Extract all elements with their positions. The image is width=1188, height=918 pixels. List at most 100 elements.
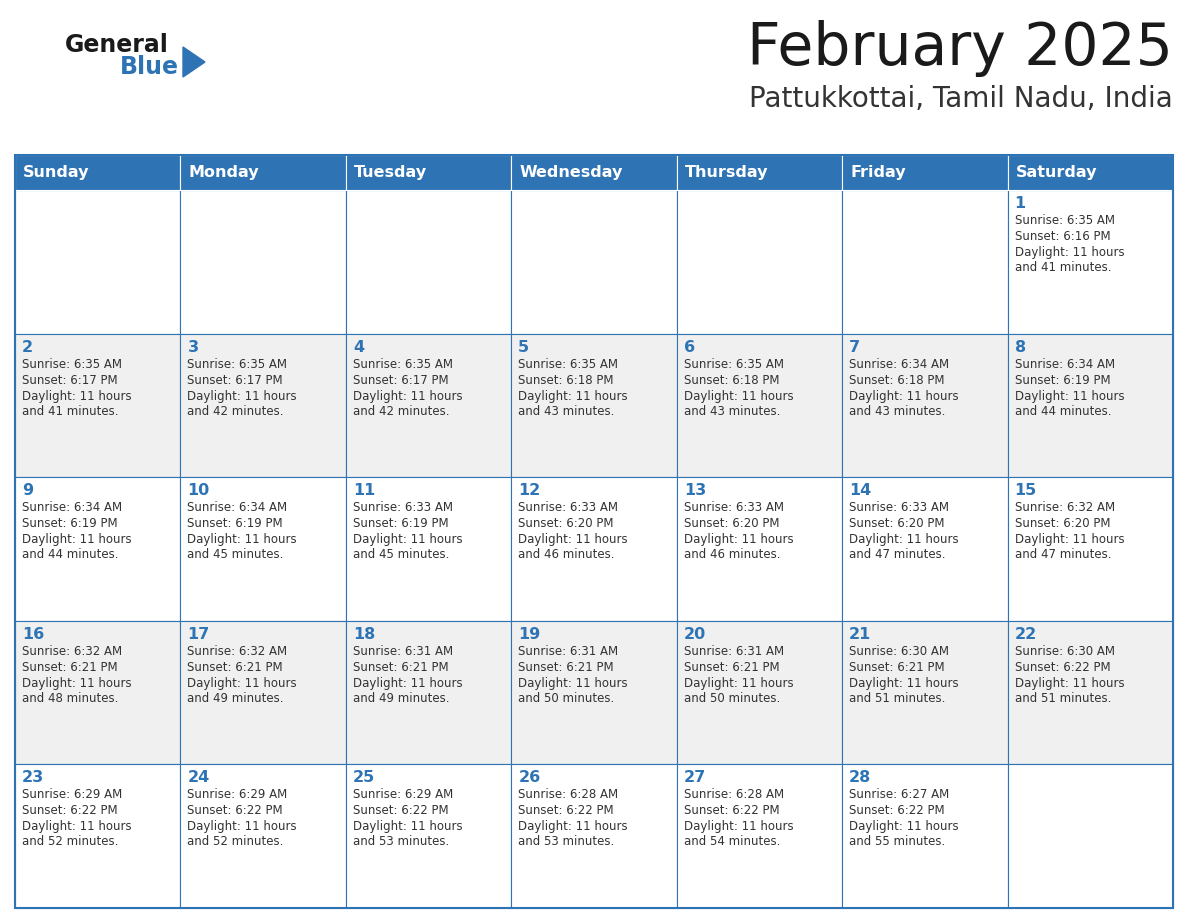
Text: Sunrise: 6:35 AM: Sunrise: 6:35 AM	[188, 358, 287, 371]
Bar	[677, 765, 842, 908]
Text: Sunrise: 6:28 AM: Sunrise: 6:28 AM	[518, 789, 619, 801]
Text: 17: 17	[188, 627, 209, 642]
Text: Sunset: 6:21 PM: Sunset: 6:21 PM	[849, 661, 944, 674]
Text: and 49 minutes.: and 49 minutes.	[188, 692, 284, 705]
Text: Daylight: 11 hours: Daylight: 11 hours	[684, 821, 794, 834]
Text: 16: 16	[23, 627, 44, 642]
Text: and 51 minutes.: and 51 minutes.	[849, 692, 946, 705]
Text: Sunset: 6:22 PM: Sunset: 6:22 PM	[353, 804, 449, 817]
Text: Sunrise: 6:29 AM: Sunrise: 6:29 AM	[23, 789, 122, 801]
Text: Sunset: 6:22 PM: Sunset: 6:22 PM	[849, 804, 944, 817]
Text: Sunrise: 6:34 AM: Sunrise: 6:34 AM	[23, 501, 122, 514]
Text: Sunrise: 6:32 AM: Sunrise: 6:32 AM	[188, 644, 287, 658]
Text: Sunrise: 6:33 AM: Sunrise: 6:33 AM	[849, 501, 949, 514]
Text: 4: 4	[353, 340, 364, 354]
Text: 25: 25	[353, 770, 375, 786]
Text: Sunset: 6:17 PM: Sunset: 6:17 PM	[188, 374, 283, 386]
Bar	[1007, 765, 1173, 908]
Text: and 50 minutes.: and 50 minutes.	[518, 692, 614, 705]
Text: Saturday: Saturday	[1016, 165, 1097, 180]
Bar	[346, 333, 511, 477]
Bar	[511, 155, 677, 190]
Text: Sunrise: 6:31 AM: Sunrise: 6:31 AM	[353, 644, 453, 658]
Text: Sunset: 6:21 PM: Sunset: 6:21 PM	[518, 661, 614, 674]
Text: 7: 7	[849, 340, 860, 354]
Text: 20: 20	[684, 627, 706, 642]
Text: Daylight: 11 hours: Daylight: 11 hours	[684, 389, 794, 403]
Text: 19: 19	[518, 627, 541, 642]
Text: Sunset: 6:17 PM: Sunset: 6:17 PM	[23, 374, 118, 386]
Bar	[346, 155, 511, 190]
Text: and 54 minutes.: and 54 minutes.	[684, 835, 781, 848]
Text: and 45 minutes.: and 45 minutes.	[188, 548, 284, 561]
Polygon shape	[183, 47, 206, 77]
Bar	[346, 190, 511, 333]
Text: 12: 12	[518, 483, 541, 498]
Bar	[15, 155, 1173, 908]
Text: Sunrise: 6:29 AM: Sunrise: 6:29 AM	[188, 789, 287, 801]
Text: and 55 minutes.: and 55 minutes.	[849, 835, 946, 848]
Text: Sunset: 6:18 PM: Sunset: 6:18 PM	[849, 374, 944, 386]
Text: General: General	[65, 33, 169, 57]
Text: Sunrise: 6:29 AM: Sunrise: 6:29 AM	[353, 789, 453, 801]
Bar	[15, 477, 181, 621]
Text: 28: 28	[849, 770, 871, 786]
Text: Daylight: 11 hours: Daylight: 11 hours	[684, 533, 794, 546]
Text: 5: 5	[518, 340, 530, 354]
Text: Sunset: 6:19 PM: Sunset: 6:19 PM	[353, 517, 449, 531]
Text: Sunset: 6:18 PM: Sunset: 6:18 PM	[684, 374, 779, 386]
Text: Daylight: 11 hours: Daylight: 11 hours	[188, 533, 297, 546]
Text: Daylight: 11 hours: Daylight: 11 hours	[353, 821, 462, 834]
Text: Sunset: 6:19 PM: Sunset: 6:19 PM	[1015, 374, 1111, 386]
Bar	[511, 477, 677, 621]
Bar	[1007, 155, 1173, 190]
Text: Daylight: 11 hours: Daylight: 11 hours	[23, 533, 132, 546]
Text: Blue: Blue	[120, 55, 179, 79]
Text: Sunset: 6:20 PM: Sunset: 6:20 PM	[849, 517, 944, 531]
Text: Sunset: 6:20 PM: Sunset: 6:20 PM	[684, 517, 779, 531]
Bar	[181, 765, 346, 908]
Bar	[1007, 190, 1173, 333]
Text: 13: 13	[684, 483, 706, 498]
Text: Daylight: 11 hours: Daylight: 11 hours	[849, 677, 959, 689]
Bar	[677, 621, 842, 765]
Text: Sunrise: 6:31 AM: Sunrise: 6:31 AM	[518, 644, 619, 658]
Bar	[346, 621, 511, 765]
Text: Daylight: 11 hours: Daylight: 11 hours	[518, 533, 628, 546]
Bar	[181, 155, 346, 190]
Text: 1: 1	[1015, 196, 1025, 211]
Text: Sunrise: 6:33 AM: Sunrise: 6:33 AM	[353, 501, 453, 514]
Text: Daylight: 11 hours: Daylight: 11 hours	[353, 677, 462, 689]
Bar	[842, 765, 1007, 908]
Bar	[15, 155, 181, 190]
Text: and 43 minutes.: and 43 minutes.	[849, 405, 946, 418]
Text: Tuesday: Tuesday	[354, 165, 426, 180]
Text: Sunrise: 6:33 AM: Sunrise: 6:33 AM	[684, 501, 784, 514]
Text: and 53 minutes.: and 53 minutes.	[353, 835, 449, 848]
Text: and 50 minutes.: and 50 minutes.	[684, 692, 781, 705]
Text: 2: 2	[23, 340, 33, 354]
Text: Sunset: 6:18 PM: Sunset: 6:18 PM	[518, 374, 614, 386]
Text: Friday: Friday	[851, 165, 905, 180]
Text: 15: 15	[1015, 483, 1037, 498]
Text: 22: 22	[1015, 627, 1037, 642]
Text: 21: 21	[849, 627, 871, 642]
Text: 23: 23	[23, 770, 44, 786]
Bar	[842, 621, 1007, 765]
Text: and 48 minutes.: and 48 minutes.	[23, 692, 119, 705]
Text: Daylight: 11 hours: Daylight: 11 hours	[849, 821, 959, 834]
Text: Daylight: 11 hours: Daylight: 11 hours	[23, 677, 132, 689]
Text: Daylight: 11 hours: Daylight: 11 hours	[849, 533, 959, 546]
Bar	[842, 333, 1007, 477]
Bar	[346, 477, 511, 621]
Text: Daylight: 11 hours: Daylight: 11 hours	[1015, 246, 1124, 259]
Text: Sunrise: 6:35 AM: Sunrise: 6:35 AM	[23, 358, 122, 371]
Text: Daylight: 11 hours: Daylight: 11 hours	[1015, 533, 1124, 546]
Text: and 46 minutes.: and 46 minutes.	[518, 548, 614, 561]
Text: Sunset: 6:20 PM: Sunset: 6:20 PM	[518, 517, 614, 531]
Text: Sunrise: 6:35 AM: Sunrise: 6:35 AM	[684, 358, 784, 371]
Text: and 41 minutes.: and 41 minutes.	[23, 405, 119, 418]
Bar	[181, 190, 346, 333]
Text: Daylight: 11 hours: Daylight: 11 hours	[188, 677, 297, 689]
Text: and 45 minutes.: and 45 minutes.	[353, 548, 449, 561]
